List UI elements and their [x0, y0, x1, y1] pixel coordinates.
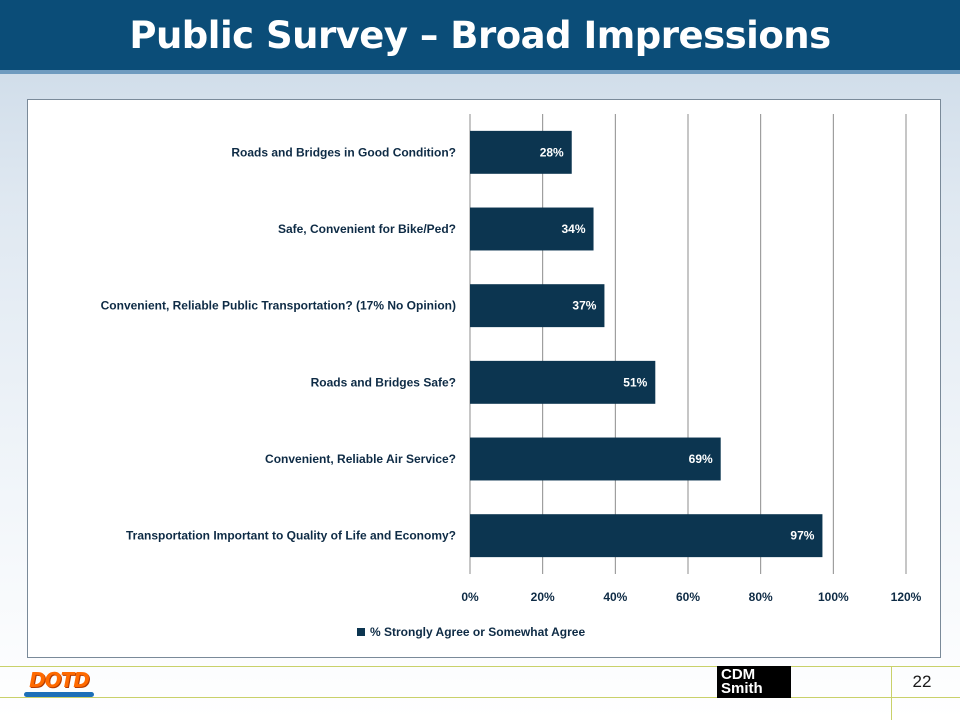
- cdm-logo-line2: Smith: [721, 680, 763, 697]
- x-tick-label: 0%: [461, 590, 479, 604]
- slide-title: Public Survey – Broad Impressions: [129, 13, 831, 57]
- footer-divider-vertical: [891, 666, 892, 720]
- category-label: Roads and Bridges Safe?: [311, 375, 456, 389]
- bar: [470, 207, 594, 251]
- bar: [470, 284, 605, 328]
- x-tick-label: 40%: [603, 590, 627, 604]
- category-label: Convenient, Reliable Public Transportati…: [101, 299, 456, 313]
- bar-chart: 0% 20% 40% 60% 80% 100% 120% 28% Roads and Bridg…: [101, 114, 922, 639]
- x-tick-label: 60%: [676, 590, 700, 604]
- bar: [470, 437, 721, 481]
- cdm-smith-logo: CDM Smith: [717, 666, 791, 698]
- dotd-logo-text: DOTD: [29, 668, 90, 692]
- x-tick-label: 20%: [531, 590, 555, 604]
- title-underline: [0, 70, 960, 74]
- footer-divider-top: [0, 666, 960, 667]
- bar: [470, 360, 656, 404]
- x-tick-label: 120%: [891, 590, 922, 604]
- x-tick-label: 100%: [818, 590, 849, 604]
- bar: [470, 130, 572, 174]
- category-label: Convenient, Reliable Air Service?: [265, 452, 456, 466]
- category-label: Transportation Important to Quality of L…: [126, 529, 456, 543]
- bar-data-label: 51%: [623, 375, 647, 389]
- title-bar: Public Survey – Broad Impressions: [0, 0, 960, 70]
- dotd-logo: DOTD: [20, 666, 98, 710]
- legend-swatch: [357, 628, 365, 636]
- bar-data-label: 28%: [540, 145, 564, 159]
- legend-label: % Strongly Agree or Somewhat Agree: [370, 625, 585, 639]
- footer-divider-bottom: [0, 697, 960, 698]
- cdm-logo-line1: CDM: [721, 666, 756, 683]
- bar-data-label: 37%: [572, 299, 596, 313]
- category-label: Roads and Bridges in Good Condition?: [231, 145, 456, 159]
- dotd-logo-wave: [24, 692, 94, 697]
- bar-data-label: 34%: [562, 222, 586, 236]
- category-label: Safe, Convenient for Bike/Ped?: [278, 222, 456, 236]
- bar-data-label: 69%: [689, 452, 713, 466]
- bar-data-label: 97%: [790, 529, 814, 543]
- bar: [470, 514, 823, 558]
- chart-container: 0% 20% 40% 60% 80% 100% 120% 28% Roads and Bridg…: [27, 99, 941, 658]
- x-tick-label: 80%: [749, 590, 773, 604]
- page-number: 22: [912, 672, 932, 691]
